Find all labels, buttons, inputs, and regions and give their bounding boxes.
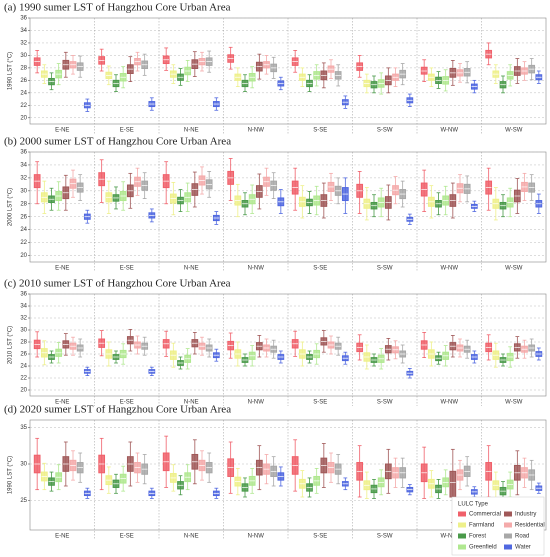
x-tick-label: W-NW [440, 400, 458, 406]
x-tick-label: N-NW [248, 400, 265, 406]
x-tick-label: E-NE [55, 400, 69, 406]
y-tick-label: 24 [20, 364, 27, 370]
x-tick-label: S-SW [377, 534, 393, 540]
x-tick-label: S-SW [377, 266, 393, 272]
x-tick-label: N-NE [184, 128, 199, 134]
y-tick-label: 26 [20, 78, 27, 84]
legend-label: Road [515, 534, 529, 540]
y-tick-label: 30 [20, 462, 27, 468]
x-tick-label: N-NW [248, 534, 265, 540]
legend-swatch [458, 511, 466, 517]
legend-label: Forest [469, 534, 486, 540]
y-tick-label: 22 [20, 376, 27, 382]
x-tick-label: N-NE [184, 400, 199, 406]
x-tick-label: N-NW [248, 266, 265, 272]
box [449, 470, 457, 498]
y-tick-label: 34 [20, 28, 27, 34]
x-tick-label: S-SE [313, 400, 327, 406]
legend-label: Farmland [469, 523, 494, 529]
x-tick-label: W-SW [505, 128, 523, 134]
x-tick-label: W-SW [505, 266, 523, 272]
y-tick-label: 35 [20, 425, 27, 431]
y-tick-label: 36 [20, 16, 27, 22]
y-axis-label: 2000 LST (°C) [8, 188, 14, 226]
legend-label: Water [515, 545, 531, 551]
x-tick-label: E-NE [55, 534, 69, 540]
panel-title: (c) 2010 sumer LST of Hangzhou Core Urba… [4, 278, 231, 290]
y-tick-label: 20 [20, 115, 27, 121]
x-tick-label: S-SW [377, 400, 393, 406]
x-tick-label: S-SE [313, 266, 327, 272]
legend-swatch [458, 544, 466, 550]
y-axis-label: 1990 LST (°C) [8, 52, 14, 90]
x-tick-label: E-NE [55, 128, 69, 134]
y-tick-label: 24 [20, 90, 27, 96]
legend-label: Commercial [469, 512, 501, 518]
y-tick-label: 26 [20, 214, 27, 220]
legend-label: Greenfield [469, 545, 497, 551]
legend-swatch [504, 533, 512, 539]
x-tick-label: S-SW [377, 128, 393, 134]
y-tick-label: 28 [20, 340, 27, 346]
y-tick-label: 22 [20, 103, 27, 109]
legend-box [451, 496, 545, 556]
x-tick-label: N-NE [184, 534, 199, 540]
legend-label: Industry [515, 512, 536, 518]
y-tick-label: 30 [20, 53, 27, 59]
y-tick-label: 28 [20, 65, 27, 71]
x-tick-label: S-SE [313, 534, 327, 540]
x-tick-label: E-SE [120, 400, 134, 406]
x-tick-label: E-SE [120, 266, 134, 272]
x-tick-label: W-NW [440, 534, 458, 540]
x-tick-label: E-NE [55, 266, 69, 272]
legend-swatch [504, 544, 512, 550]
y-tick-label: 30 [20, 328, 27, 334]
x-tick-label: N-NW [248, 128, 265, 134]
legend-swatch [504, 511, 512, 517]
x-tick-label: E-SE [120, 128, 134, 134]
y-tick-label: 32 [20, 41, 27, 47]
y-tick-label: 36 [20, 292, 27, 298]
x-tick-label: E-SE [120, 534, 134, 540]
y-tick-label: 20 [20, 388, 27, 394]
panel-title: (d) 2020 sumer LST of Hangzhou Core Urba… [4, 404, 231, 416]
y-axis-label: 2010 LST (°C) [8, 326, 14, 364]
legend-swatch [458, 522, 466, 528]
y-tick-label: 34 [20, 163, 27, 169]
y-tick-label: 24 [20, 227, 27, 233]
y-tick-label: 32 [20, 175, 27, 181]
y-tick-label: 28 [20, 201, 27, 207]
y-axis-label: 1990 LST (°C) [8, 456, 14, 494]
panel-title: (b) 2000 sumer LST of Hangzhou Core Urba… [4, 136, 231, 148]
legend-label: Residential [515, 523, 545, 529]
legend-swatch [504, 522, 512, 528]
y-tick-label: 34 [20, 304, 27, 310]
x-tick-label: S-SE [313, 128, 327, 134]
legend-swatch [458, 533, 466, 539]
legend-title: LULC Type [458, 502, 489, 508]
y-tick-label: 30 [20, 188, 27, 194]
y-tick-label: 22 [20, 240, 27, 246]
y-tick-label: 25 [20, 498, 27, 504]
panel-title: (a) 1990 sumer LST of Hangzhou Core Urba… [4, 2, 231, 14]
x-tick-label: N-NE [184, 266, 199, 272]
y-tick-label: 26 [20, 352, 27, 358]
x-tick-label: W-NW [440, 128, 458, 134]
x-tick-label: W-NW [440, 266, 458, 272]
y-tick-label: 20 [20, 253, 27, 259]
y-tick-label: 36 [20, 150, 27, 156]
y-tick-label: 32 [20, 316, 27, 322]
x-tick-label: W-SW [505, 400, 523, 406]
